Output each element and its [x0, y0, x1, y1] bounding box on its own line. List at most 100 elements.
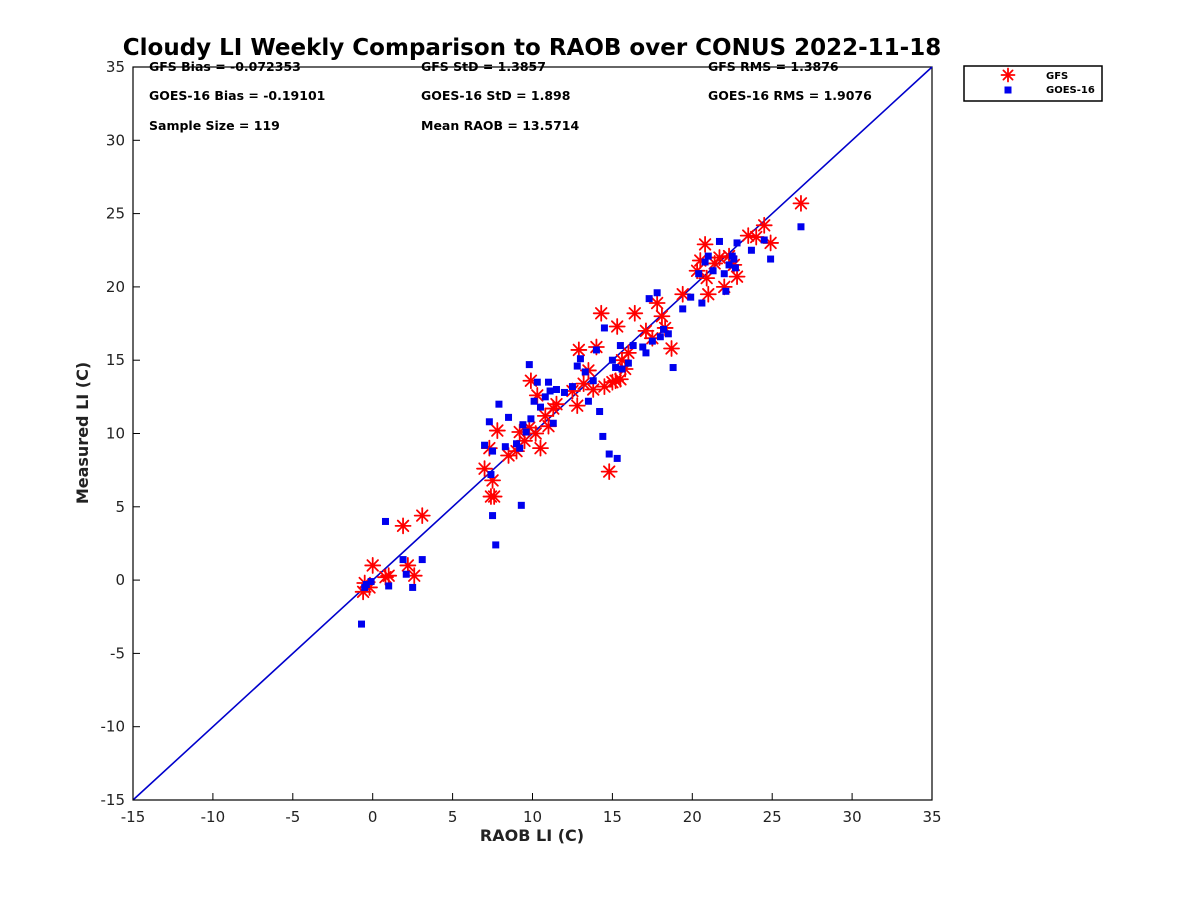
- goes16-point: [584, 397, 592, 405]
- gfs-point: [592, 304, 610, 322]
- gfs-point: [608, 318, 626, 335]
- x-tick-label: 25: [763, 808, 782, 826]
- x-tick-label: -15: [121, 808, 146, 826]
- x-tick-label: -5: [285, 808, 300, 826]
- y-tick-label: 25: [106, 205, 125, 223]
- gfs-point: [653, 307, 671, 325]
- goes16-point: [731, 264, 739, 272]
- goes16-point: [522, 428, 530, 436]
- y-tick-label: 15: [106, 351, 125, 369]
- goes16-point: [613, 454, 621, 462]
- legend-goes16-square: [1004, 86, 1012, 94]
- goes16-point: [639, 343, 647, 351]
- goes16-point: [546, 387, 554, 395]
- goes16-point: [669, 364, 677, 372]
- x-tick-label: 15: [603, 808, 622, 826]
- goes16-point: [560, 388, 568, 396]
- goes16-point: [409, 583, 417, 591]
- goes16-point: [687, 293, 695, 301]
- goes16-point: [608, 356, 616, 364]
- goes16-point: [487, 471, 495, 479]
- goes16-point: [492, 541, 500, 549]
- goes16-point: [418, 556, 426, 564]
- gfs-point: [394, 517, 412, 535]
- legend-goes16-marker: [1004, 86, 1012, 94]
- goes16-point: [709, 267, 717, 275]
- x-tick-label: 20: [683, 808, 702, 826]
- x-axis-ticks: -15 -10 -5 0 5 10 15 20 25 30 35: [121, 793, 942, 826]
- gfs-point: [575, 375, 593, 393]
- goes16-point: [720, 270, 728, 278]
- goes16-point: [525, 361, 533, 369]
- stats-block: GFS Bias = -0.072353 GFS StD = 1.3857 GF…: [149, 59, 872, 133]
- gfs-point: [570, 341, 588, 359]
- y-tick-label: 20: [106, 278, 125, 296]
- stat-mean-raob: Mean RAOB = 13.5714: [421, 118, 579, 133]
- goes16-point: [600, 324, 608, 332]
- goes16-point: [618, 365, 626, 373]
- goes16-point: [541, 393, 549, 401]
- goes16-point: [733, 239, 741, 247]
- gfs-point: [476, 460, 493, 478]
- gfs-point: [792, 194, 810, 212]
- goes16-point: [544, 378, 552, 386]
- goes16-point: [698, 299, 706, 307]
- goes16-point: [367, 578, 375, 586]
- goes16-point: [589, 377, 597, 385]
- gfs-point: [584, 381, 602, 398]
- stat-gfs-std: GFS StD = 1.3857: [421, 59, 546, 74]
- goes16-point: [760, 236, 768, 244]
- goes16-point: [599, 432, 607, 440]
- goes16-point: [527, 415, 535, 423]
- gfs-point: [611, 370, 629, 388]
- stat-goes-bias: GOES-16 Bias = -0.19101: [149, 88, 325, 103]
- gfs-point: [548, 395, 565, 413]
- goes16-point: [722, 287, 730, 295]
- goes16-point: [701, 258, 709, 266]
- gfs-point: [413, 507, 431, 524]
- goes16-point: [767, 255, 775, 263]
- gfs-point: [527, 425, 545, 442]
- goes16-point: [501, 443, 509, 451]
- goes16-point: [381, 517, 389, 525]
- gfs-point: [696, 235, 714, 253]
- goes16-point: [549, 419, 557, 427]
- gfs-point: [600, 463, 618, 481]
- gfs-point: [380, 567, 398, 585]
- y-tick-label: 35: [106, 58, 125, 76]
- gfs-point: [698, 269, 716, 287]
- goes16-point: [362, 580, 370, 588]
- goes16-point: [645, 295, 653, 303]
- y-tick-label: -10: [101, 718, 126, 736]
- goes16-point: [489, 447, 497, 455]
- goes16-point: [664, 330, 672, 338]
- gfs-point: [728, 268, 746, 286]
- goes16-point: [533, 378, 541, 386]
- gfs-point: [488, 422, 506, 439]
- gfs-point: [619, 344, 637, 362]
- goes16-point: [581, 368, 589, 376]
- goes16-point: [536, 403, 544, 411]
- y-tick-label: -5: [110, 644, 125, 662]
- stat-sample-size: Sample Size = 119: [149, 118, 280, 133]
- goes16-point: [624, 359, 632, 367]
- goes16-point: [573, 362, 581, 370]
- goes16-point: [481, 441, 489, 449]
- gfs-point: [755, 216, 773, 234]
- y-tick-label: 5: [115, 498, 125, 516]
- y-axis-ticks: -15 -10 -5 0 5 10 15 20 25 30 35: [101, 58, 140, 809]
- chart-title: Cloudy LI Weekly Comparison to RAOB over…: [123, 35, 941, 61]
- goes16-point: [730, 255, 738, 263]
- y-tick-label: 10: [106, 425, 125, 443]
- goes16-series: [358, 223, 805, 628]
- goes16-point: [519, 421, 527, 429]
- stat-goes-rms: GOES-16 RMS = 1.9076: [708, 88, 872, 103]
- x-tick-label: 10: [523, 808, 542, 826]
- gfs-point: [485, 488, 503, 505]
- goes16-point: [715, 237, 723, 245]
- y-tick-label: 0: [115, 571, 125, 589]
- goes16-point: [516, 444, 524, 452]
- goes16-point: [596, 408, 604, 416]
